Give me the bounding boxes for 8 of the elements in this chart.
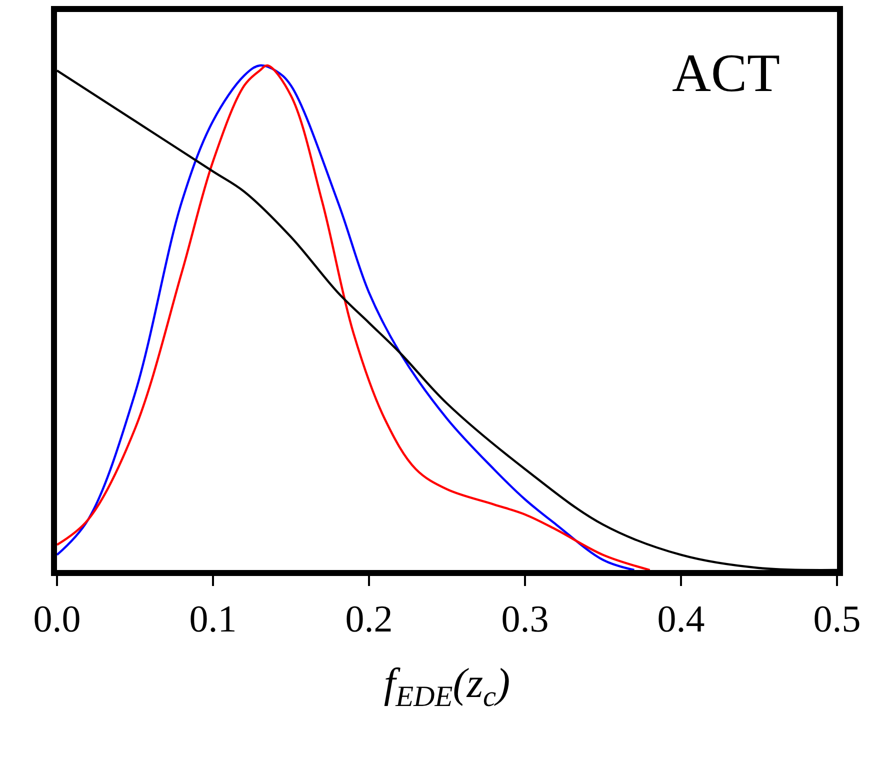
x-tick-label: 0.4 bbox=[657, 598, 705, 641]
annotation: ACT bbox=[672, 43, 780, 103]
x-tick-label: 0.0 bbox=[33, 598, 81, 641]
x-tick-label: 0.1 bbox=[189, 598, 237, 641]
x-axis-title: f$_{EDE}$(z$_{c}$) bbox=[384, 661, 510, 713]
x-tick-label: 0.2 bbox=[345, 598, 393, 641]
x-tick-label: 0.5 bbox=[813, 598, 861, 641]
x-tick-label: 0.3 bbox=[501, 598, 549, 641]
